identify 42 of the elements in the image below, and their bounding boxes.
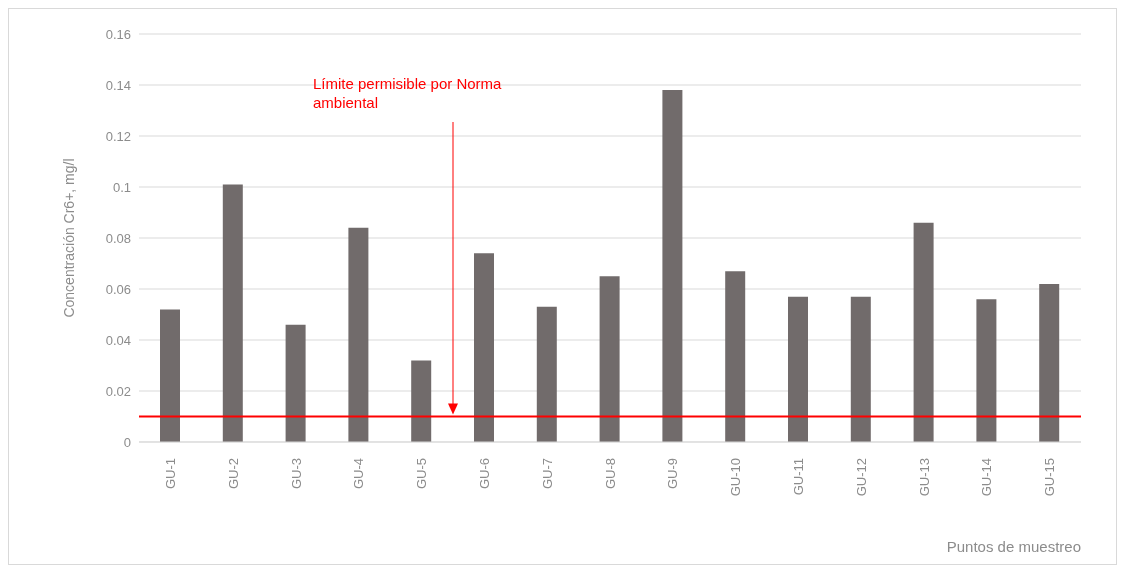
x-tick-label: GU-1: [162, 458, 178, 490]
x-tick-label: GU-13: [916, 458, 932, 497]
y-tick-label: 0.1: [112, 179, 131, 195]
bar: [536, 306, 557, 442]
bar: [348, 227, 369, 442]
bar: [285, 324, 306, 442]
x-tick-label: GU-9: [665, 458, 681, 490]
bar: [160, 309, 180, 442]
y-tick-label: 0: [123, 434, 131, 450]
x-tick-label: GU-11: [790, 458, 806, 496]
y-tick-label: 0.08: [105, 230, 131, 246]
x-tick-label: GU-12: [853, 458, 869, 497]
bar: [788, 296, 808, 442]
x-tick-label: GU-7: [539, 458, 555, 490]
x-tick-label: GU-5: [414, 458, 430, 490]
y-tick-label: 0.12: [105, 128, 131, 144]
bar: [474, 253, 494, 442]
bar: [411, 360, 432, 442]
x-tick-label: GU-2: [225, 458, 241, 490]
x-tick-label: GU-10: [728, 458, 744, 497]
y-tick-label: 0.04: [105, 332, 131, 348]
bar: [850, 296, 871, 442]
bar: [725, 271, 746, 442]
x-tick-label: GU-15: [1042, 458, 1058, 497]
y-tick-label: 0.16: [105, 26, 131, 42]
x-tick-label: GU-4: [351, 458, 367, 490]
bar: [1039, 283, 1060, 442]
y-tick-label: 0.14: [105, 77, 131, 93]
bar: [599, 276, 620, 442]
y-tick-label: 0.06: [105, 281, 131, 297]
x-axis-title: Puntos de muestreo: [946, 538, 1081, 555]
bar: [662, 90, 683, 442]
x-tick-label: GU-3: [288, 458, 304, 490]
ref-line-label: Límite permisible por Norma ambiental: [313, 75, 503, 111]
bar: [913, 222, 934, 442]
x-tick-label: GU-8: [602, 458, 618, 490]
bar: [222, 184, 243, 442]
y-tick-label: 0.02: [105, 383, 131, 399]
y-axis-title: Concentración Cr6+, mg/l: [60, 158, 77, 318]
bar: [976, 299, 997, 442]
x-tick-label: GU-6: [476, 458, 492, 490]
x-tick-label: GU-14: [979, 458, 995, 497]
